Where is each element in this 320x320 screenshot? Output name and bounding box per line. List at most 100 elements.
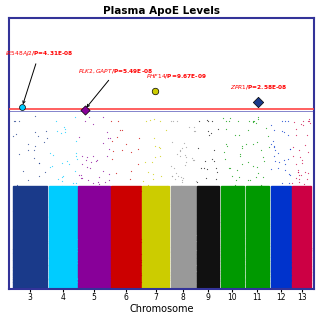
Point (201, 215, 206, 220)
Point (156, 258, 161, 263)
Point (294, 280, 299, 285)
Point (173, 261, 178, 267)
Point (33, 240, 38, 245)
Point (245, 177, 250, 182)
Point (181, 257, 186, 262)
Point (260, 235, 265, 240)
Point (247, 265, 252, 270)
Point (172, 240, 177, 245)
Point (221, 267, 226, 272)
Point (122, 236, 127, 242)
Point (123, 220, 128, 225)
Point (245, 247, 251, 252)
Point (67, 260, 72, 265)
Point (287, 280, 292, 285)
Point (256, 99, 261, 104)
Point (142, 208, 147, 213)
Point (209, 267, 214, 272)
Point (224, 276, 229, 282)
Point (296, 227, 301, 232)
Point (165, 279, 170, 284)
Point (255, 236, 260, 241)
Point (265, 250, 270, 255)
Point (104, 252, 109, 257)
Point (98, 273, 103, 278)
Point (302, 142, 308, 148)
Point (120, 208, 125, 213)
Point (125, 208, 130, 213)
Point (264, 277, 269, 282)
Point (127, 247, 132, 252)
Point (150, 195, 155, 200)
Point (275, 236, 280, 241)
Point (137, 277, 142, 282)
Point (250, 230, 255, 236)
Point (155, 251, 160, 256)
Point (208, 237, 213, 243)
Point (11, 210, 16, 215)
Point (106, 147, 111, 152)
Point (308, 257, 313, 262)
Point (234, 271, 239, 276)
Point (293, 278, 298, 284)
Point (149, 242, 154, 247)
Point (137, 267, 142, 272)
Point (163, 234, 168, 239)
Point (281, 269, 286, 274)
Point (274, 232, 279, 237)
Point (44, 276, 49, 281)
Point (44, 258, 49, 263)
Point (152, 275, 157, 280)
Point (143, 257, 148, 262)
Point (306, 237, 311, 243)
Point (213, 273, 219, 278)
Text: $\it{PLK2,GAPT}$/P=5.49E-08: $\it{PLK2,GAPT}$/P=5.49E-08 (78, 68, 154, 107)
Point (92, 242, 97, 247)
Point (266, 259, 271, 264)
Point (169, 267, 174, 272)
Point (226, 276, 231, 281)
Point (85, 264, 91, 269)
Point (295, 264, 300, 269)
Point (17, 252, 22, 258)
Point (197, 280, 202, 285)
Point (156, 246, 161, 252)
Point (89, 210, 94, 215)
Point (161, 224, 166, 229)
Point (191, 158, 196, 163)
Point (306, 118, 311, 124)
Point (224, 267, 229, 272)
Point (279, 128, 284, 133)
Point (135, 277, 140, 283)
Point (240, 146, 245, 151)
Point (251, 265, 256, 270)
Point (61, 242, 66, 247)
Point (200, 256, 205, 261)
Point (142, 272, 148, 277)
Point (32, 268, 37, 273)
Point (222, 259, 227, 264)
Point (290, 280, 295, 285)
Point (235, 275, 240, 280)
Point (157, 280, 162, 285)
Point (39, 276, 44, 281)
Point (201, 222, 206, 227)
Point (269, 197, 275, 202)
Point (35, 218, 40, 223)
Point (128, 192, 133, 197)
Point (292, 273, 297, 278)
Point (147, 273, 152, 278)
Point (239, 275, 244, 280)
Point (28, 252, 33, 257)
Point (130, 272, 135, 277)
Point (307, 234, 312, 239)
Point (144, 268, 149, 274)
Point (296, 267, 301, 272)
Point (141, 277, 146, 282)
Point (288, 146, 293, 151)
Point (63, 228, 68, 233)
Point (29, 253, 34, 259)
Point (219, 280, 224, 285)
Point (169, 258, 174, 263)
Point (294, 262, 299, 268)
